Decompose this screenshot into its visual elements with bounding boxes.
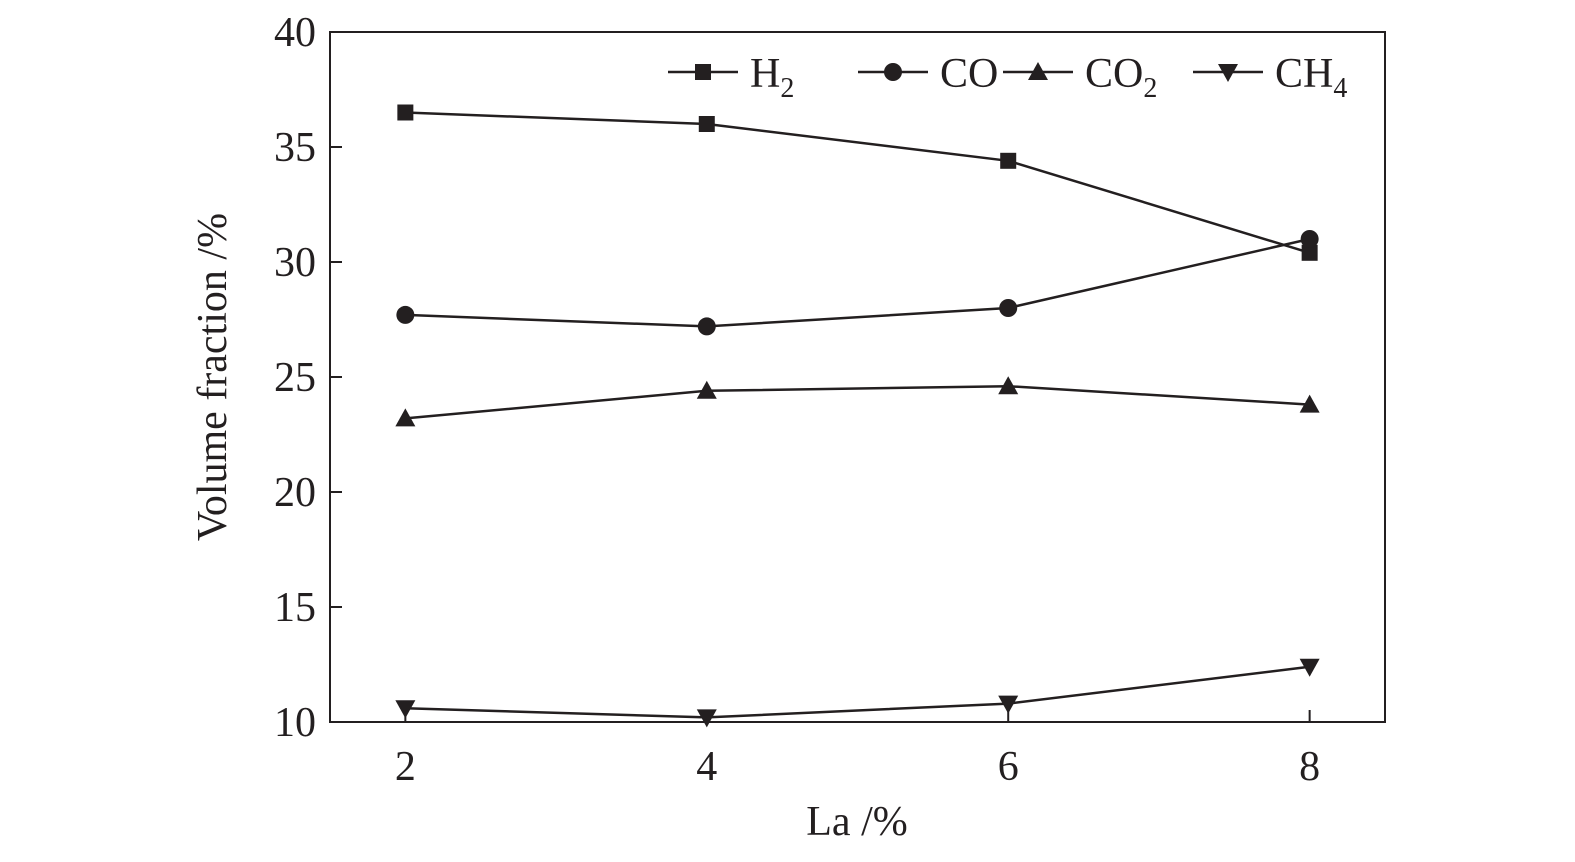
series-line-h2 — [405, 111, 1311, 254]
y-tick-label: 20 — [274, 470, 316, 516]
x-axis-title: La /% — [806, 799, 907, 845]
series-co — [396, 230, 1319, 336]
data-point-co2 — [1299, 394, 1320, 413]
x-tick-label: 2 — [395, 744, 416, 790]
data-point-h2 — [397, 104, 414, 121]
legend-label-subscript: 4 — [1333, 73, 1347, 104]
legend-item-co2: CO2 — [1003, 51, 1157, 104]
data-point-co2 — [696, 380, 717, 399]
legend-marker-h2 — [695, 64, 711, 80]
data-point-ch4 — [998, 695, 1019, 714]
legend-label-h2: H2 — [750, 51, 794, 104]
y-tick-label: 25 — [274, 355, 316, 401]
y-tick-label: 30 — [274, 240, 316, 286]
legend-label-main: CH — [1275, 51, 1333, 97]
y-tick-label: 40 — [274, 10, 316, 56]
series-h2 — [397, 104, 1318, 261]
data-point-ch4 — [1299, 658, 1320, 677]
legend-label-co2: CO2 — [1085, 51, 1157, 104]
x-tick-label: 4 — [696, 744, 717, 790]
plot-frame — [329, 31, 1386, 723]
data-point-ch4 — [395, 700, 416, 719]
y-tick-label: 35 — [274, 125, 316, 171]
axis-ticks: 10 15 20 25 30 35 40 2 4 6 8 — [274, 10, 1320, 790]
legend: H2 CO CO2 CH4 — [668, 51, 1347, 104]
y-tick-label: 15 — [274, 585, 316, 631]
y-axis-title: Volume fraction /% — [190, 213, 236, 541]
data-point-h2 — [1000, 152, 1017, 169]
legend-label-main: H — [750, 51, 780, 97]
legend-item-h2: H2 — [668, 51, 794, 104]
series-layer — [395, 104, 1320, 728]
legend-label-subscript: 2 — [1143, 73, 1157, 104]
y-tick-label: 10 — [274, 700, 316, 746]
legend-marker-ch4 — [1218, 64, 1238, 82]
series-co2 — [395, 376, 1320, 427]
data-point-h2 — [698, 116, 715, 132]
legend-item-co: CO — [858, 51, 998, 97]
data-point-co — [1300, 230, 1319, 248]
legend-label-main: CO — [940, 51, 998, 97]
legend-label-subscript: 2 — [780, 73, 794, 104]
legend-label-co: CO — [940, 51, 998, 97]
data-point-co2 — [395, 408, 416, 427]
data-point-co — [999, 299, 1018, 317]
legend-label-ch4: CH4 — [1275, 51, 1347, 104]
data-point-co2 — [998, 376, 1019, 395]
legend-marker-co — [884, 63, 902, 81]
data-point-h2 — [1301, 244, 1318, 261]
legend-marker-co2 — [1028, 62, 1048, 80]
x-tick-label: 6 — [998, 744, 1019, 790]
series-line-ch4 — [405, 665, 1310, 719]
data-point-ch4 — [696, 709, 717, 728]
series-line-co — [405, 237, 1310, 328]
legend-label-main: CO — [1085, 51, 1143, 97]
data-point-co — [697, 317, 716, 336]
legend-item-ch4: CH4 — [1193, 51, 1347, 104]
series-line-co2 — [405, 384, 1310, 420]
data-point-co — [396, 305, 415, 324]
series-ch4 — [395, 658, 1320, 728]
x-tick-label: 8 — [1299, 744, 1320, 790]
